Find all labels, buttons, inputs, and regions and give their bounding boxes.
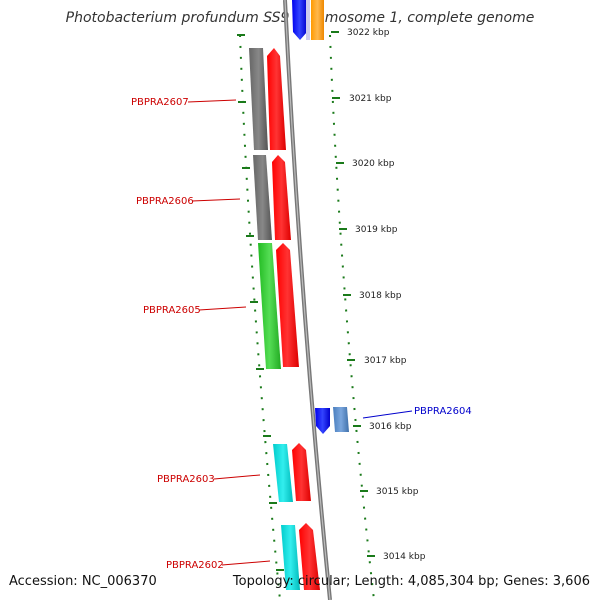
gene-label-pbpra2607[interactable]: PBPRA2607 — [131, 97, 189, 108]
tick-label: 3016 kbp — [369, 422, 412, 432]
gene-arrow-blue[interactable] — [315, 408, 330, 434]
gene-label-pbpra2602[interactable]: PBPRA2602 — [166, 560, 224, 571]
tick-label: 3019 kbp — [355, 225, 398, 235]
gene-arrow-red[interactable] — [299, 523, 320, 590]
gene-label-leader — [198, 306, 247, 311]
gene-block-orange[interactable] — [311, 0, 324, 40]
tick-label: 3021 kbp — [349, 94, 392, 104]
tick-label: 3017 kbp — [364, 356, 407, 366]
gene-arrow-gray[interactable] — [249, 48, 268, 150]
gene-label-leader — [213, 474, 261, 480]
gene-arrow-red[interactable] — [276, 243, 299, 367]
gene-arrow-steelblue[interactable] — [333, 407, 349, 432]
gene-arrow-green[interactable] — [258, 243, 281, 369]
outer-tick-marks — [331, 31, 375, 557]
topology-text: Topology: circular; — [232, 574, 351, 589]
tick-label: 3022 kbp — [347, 28, 390, 38]
gene-arrow-cyan[interactable] — [273, 444, 293, 502]
inner-tick-marks — [237, 34, 284, 571]
gene-arrow-red[interactable] — [272, 155, 291, 240]
tick-label: 3020 kbp — [352, 159, 395, 169]
genes-count-text: Genes: 3,606 — [503, 574, 590, 589]
tick-label: 3014 kbp — [383, 552, 426, 562]
gene-block-lavender — [306, 0, 310, 40]
gene-arrow-red[interactable] — [292, 443, 311, 501]
gene-label-pbpra2606[interactable]: PBPRA2606 — [136, 196, 194, 207]
gene-label-leader — [191, 198, 241, 202]
gene-label-leader — [187, 99, 237, 103]
gene-label-pbpra2605[interactable]: PBPRA2605 — [143, 305, 201, 316]
genome-backbone-highlight — [284, 0, 331, 600]
genome-summary: Topology: circular; Length: 4,085,304 bp… — [233, 574, 590, 589]
gene-arrow-blue[interactable] — [292, 0, 307, 40]
tick-label: 3018 kbp — [359, 291, 402, 301]
gene-label-leader — [362, 410, 413, 419]
length-text: Length: 4,085,304 bp; — [354, 574, 500, 589]
gene-arrow-gray[interactable] — [253, 155, 272, 240]
gene-label-leader — [221, 560, 271, 566]
gene-label-pbpra2604[interactable]: PBPRA2604 — [414, 406, 472, 417]
gene-arrow-cyan[interactable] — [281, 525, 300, 590]
gene-arrow-red[interactable] — [267, 48, 286, 150]
gene-label-pbpra2603[interactable]: PBPRA2603 — [157, 474, 215, 485]
accession-text: Accession: NC_006370 — [9, 574, 157, 589]
outer-ruler — [329, 34, 375, 600]
tick-label: 3015 kbp — [376, 487, 419, 497]
